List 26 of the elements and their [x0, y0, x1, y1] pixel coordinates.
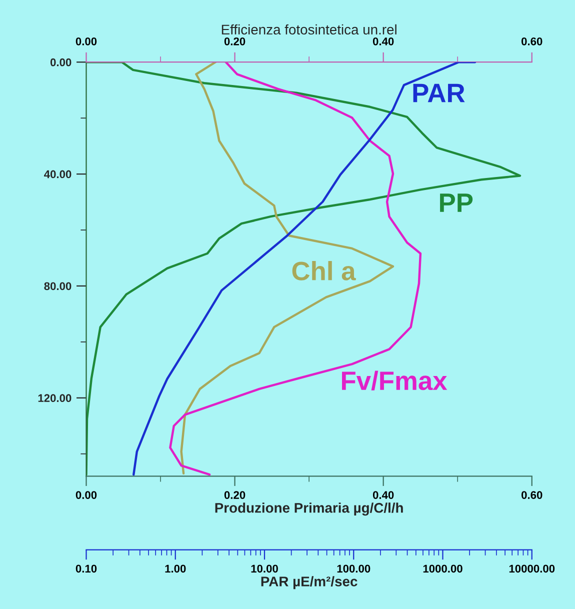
series-label: PAR: [413, 84, 465, 102]
y-tick-label: 80.00: [44, 282, 72, 290]
x-tick-label: 10.00: [251, 564, 278, 573]
y-tick-label: 40.00: [44, 170, 72, 178]
x2-axis-title: Efficienza fotosintetica un.rel: [222, 24, 396, 35]
x-tick-label: 0.40: [372, 491, 394, 499]
x-tick-label: 0.10: [76, 564, 97, 573]
series-label: Chl a: [292, 261, 356, 280]
x2-tick-label: 0.20: [224, 37, 246, 46]
x2-tick-label: 0.00: [76, 37, 97, 46]
x-axis-title: Produzione Primaria µg/C/l/h: [215, 502, 403, 516]
y-tick-label: 120.00: [38, 394, 72, 402]
series-label: PP: [440, 194, 473, 212]
x2-tick-label: 0.40: [372, 37, 394, 46]
x-tick-label: 1000.00: [423, 564, 462, 573]
x-axis-title: PAR µE/m²/sec: [261, 576, 358, 590]
x-tick-label: 0.60: [522, 491, 542, 499]
y-tick-label: 0.00: [50, 58, 72, 66]
x2-tick-label: 0.60: [522, 37, 542, 46]
x-tick-label: 0.20: [224, 491, 246, 499]
series-label: Fv/Fmax: [342, 370, 448, 390]
line-series: [86, 62, 522, 476]
x-tick-label: 100.00: [337, 564, 370, 573]
x-tick-label: 1.00: [165, 564, 186, 573]
x-tick-label: 0.00: [76, 491, 97, 499]
x-tick-label: 10000.00: [509, 564, 555, 573]
